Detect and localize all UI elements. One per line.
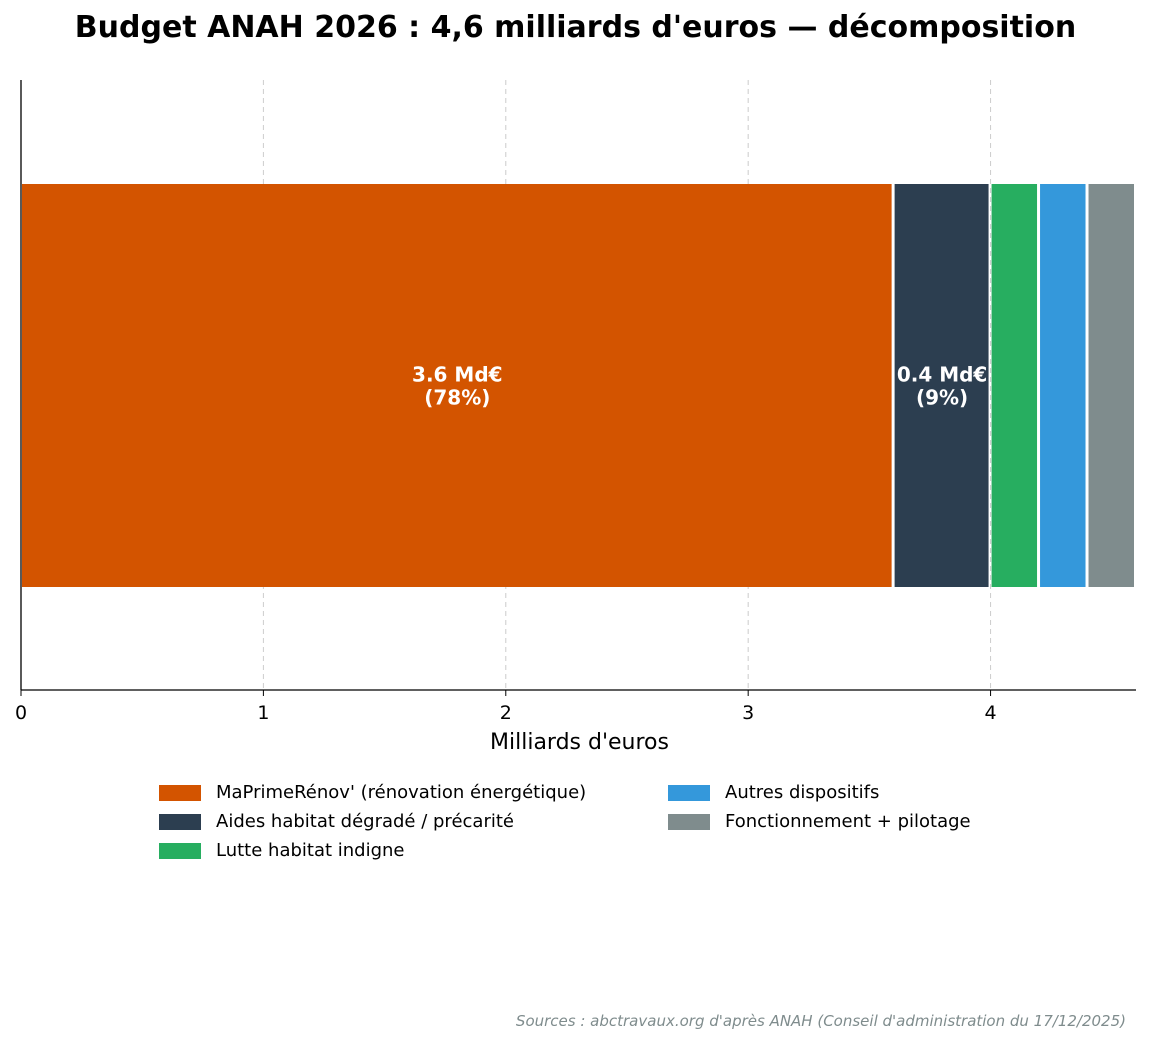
legend-item: Autres dispositifs	[668, 778, 879, 807]
legend-item: Fonctionnement + pilotage	[668, 807, 971, 836]
legend-swatch	[159, 842, 201, 859]
x-ticks: 0 1 2 3 4	[15, 690, 997, 724]
bar-segments	[22, 184, 1134, 587]
x-tick-label: 0	[15, 702, 27, 724]
data-label: 0.4 Md€ (9%)	[897, 363, 988, 410]
legend-swatch	[159, 813, 201, 830]
legend-item: Lutte habitat indigne	[159, 836, 405, 865]
data-label: 3.6 Md€ (78%)	[412, 363, 503, 410]
legend-label: Fonctionnement + pilotage	[725, 811, 971, 832]
legend-swatch	[668, 784, 710, 801]
legend: MaPrimeRénov' (rénovation énergétique) Ai…	[159, 778, 1059, 868]
x-tick-label: 2	[500, 702, 512, 724]
legend-label: Autres dispositifs	[725, 782, 880, 803]
legend-label: Aides habitat dégradé / précarité	[216, 811, 514, 832]
legend-item: MaPrimeRénov' (rénovation énergétique)	[159, 778, 586, 807]
stacked-bar-chart: 3.6 Md€ (78%) 0.4 Md€ (9%) 0 1 2 3 4	[15, 80, 1136, 724]
x-tick-label: 3	[742, 702, 754, 724]
bar-segment	[1040, 184, 1086, 587]
legend-swatch	[159, 784, 201, 801]
bar-segment	[1088, 184, 1134, 587]
data-labels: 3.6 Md€ (78%) 0.4 Md€ (9%)	[412, 363, 987, 410]
legend-label: MaPrimeRénov' (rénovation énergétique)	[216, 782, 587, 803]
legend-item: Aides habitat dégradé / précarité	[159, 807, 514, 836]
grid-lines	[262, 80, 992, 690]
legend-swatch	[668, 813, 710, 830]
source-note: Sources : abctravaux.org d'après ANAH (C…	[515, 1012, 1126, 1030]
x-tick-label: 1	[257, 702, 269, 724]
axes	[20, 80, 1136, 691]
bar-segment	[991, 184, 1038, 587]
bar-segment	[22, 184, 892, 587]
chart-title: Budget ANAH 2026 : 4,6 milliards d'euros…	[74, 10, 1077, 45]
bar-segment	[894, 184, 989, 587]
x-tick-label: 4	[985, 702, 997, 724]
x-axis-label: Milliards d'euros	[490, 730, 669, 755]
legend-label: Lutte habitat indigne	[216, 840, 405, 861]
